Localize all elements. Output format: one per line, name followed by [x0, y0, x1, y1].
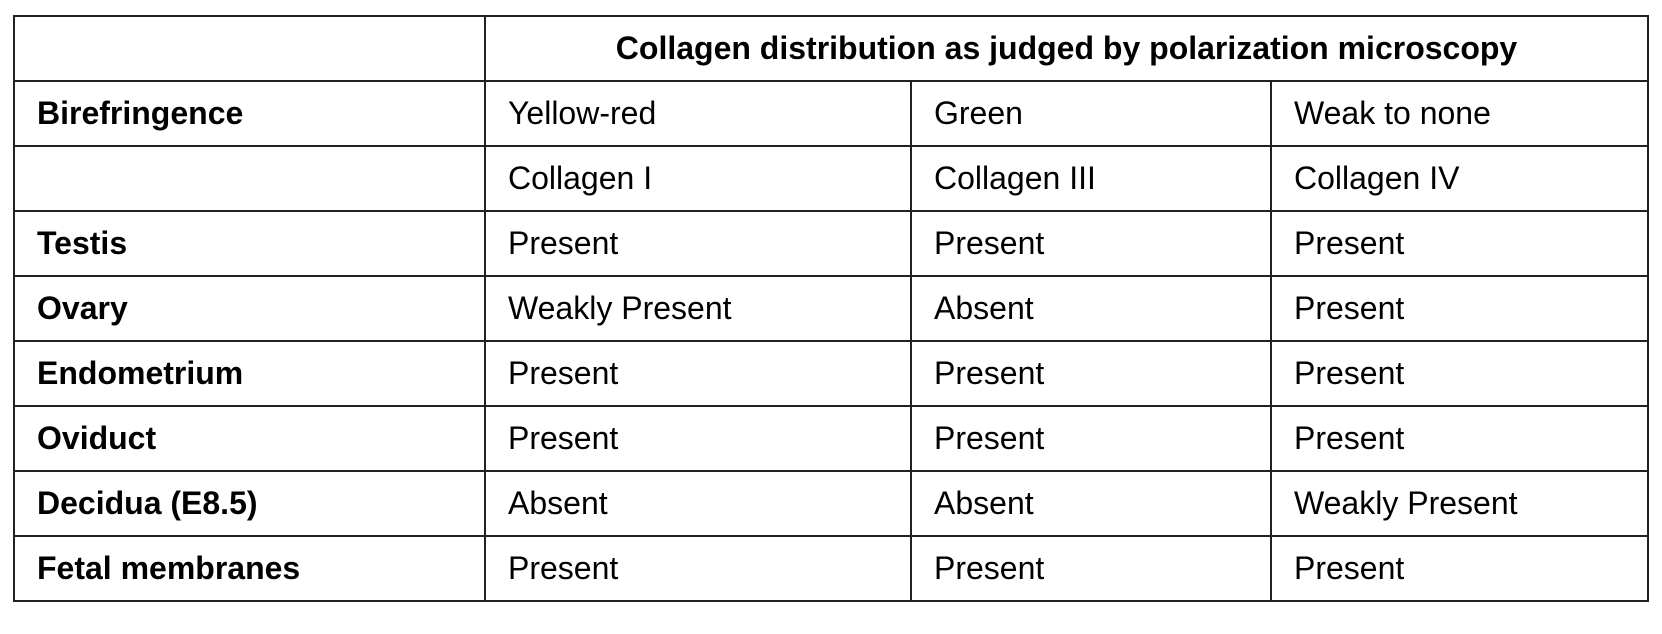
row-label: Endometrium: [13, 340, 486, 407]
table-cell: Present: [910, 405, 1272, 472]
row-label: Oviduct: [13, 405, 486, 472]
row-label: Fetal membranes: [13, 535, 486, 602]
table-cell: Present: [484, 535, 912, 602]
header-title: Collagen distribution as judged by polar…: [483, 15, 1650, 82]
table-cell: Present: [1269, 405, 1650, 472]
row-label: Testis: [13, 210, 486, 277]
table-cell: Present: [910, 535, 1272, 602]
table-row: Collagen I Collagen III Collagen IV: [13, 145, 1650, 212]
table-cell: Weak to none: [1269, 80, 1650, 147]
table-cell: Present: [910, 340, 1272, 407]
empty-cell: [13, 145, 486, 212]
table-cell: Present: [484, 340, 912, 407]
table-cell: Present: [1269, 275, 1650, 342]
table-cell: Present: [484, 405, 912, 472]
table-cell: Present: [484, 210, 912, 277]
table-cell: Present: [1269, 340, 1650, 407]
table-cell: Absent: [910, 470, 1272, 537]
table-cell: Present: [910, 210, 1272, 277]
table-cell: Weakly Present: [1269, 470, 1650, 537]
table-row: Birefringence Yellow-red Green Weak to none: [13, 80, 1650, 147]
table-row: Endometrium Present Present Present: [13, 340, 1650, 407]
empty-cell: [13, 15, 486, 82]
table-cell: Yellow-red: [484, 80, 912, 147]
collagen-table: Collagen distribution as judged by polar…: [13, 15, 1650, 602]
table-cell: Weakly Present: [484, 275, 912, 342]
table-body: Collagen distribution as judged by polar…: [13, 15, 1650, 602]
table-row: Oviduct Present Present Present: [13, 405, 1650, 472]
row-label: Ovary: [13, 275, 486, 342]
table-cell: Absent: [484, 470, 912, 537]
table-cell: Absent: [910, 275, 1272, 342]
header-row: Collagen distribution as judged by polar…: [13, 15, 1650, 82]
table-cell: Collagen IV: [1269, 145, 1650, 212]
table-row: Ovary Weakly Present Absent Present: [13, 275, 1650, 342]
table-cell: Collagen I: [484, 145, 912, 212]
table-cell: Green: [910, 80, 1272, 147]
table-cell: Present: [1269, 535, 1650, 602]
table-row: Testis Present Present Present: [13, 210, 1650, 277]
table-cell: Present: [1269, 210, 1650, 277]
row-label: Birefringence: [13, 80, 486, 147]
row-label: Decidua (E8.5): [13, 470, 486, 537]
table-row: Fetal membranes Present Present Present: [13, 535, 1650, 602]
table-cell: Collagen III: [910, 145, 1272, 212]
table-row: Decidua (E8.5) Absent Absent Weakly Present: [13, 470, 1650, 537]
